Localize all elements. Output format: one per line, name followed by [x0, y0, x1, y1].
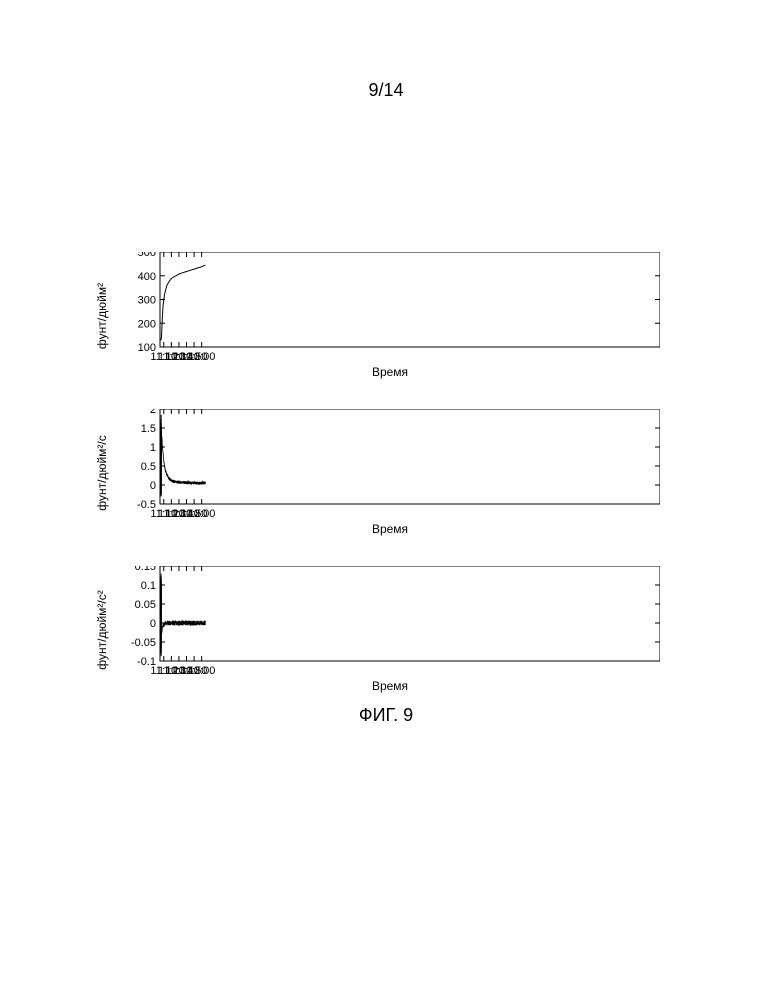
svg-text:-0.05: -0.05 [131, 637, 156, 649]
xlabel-1: Время [120, 365, 660, 379]
svg-text:12:00: 12:00 [188, 351, 216, 363]
svg-text:300: 300 [138, 295, 156, 307]
svg-text:0.15: 0.15 [135, 566, 156, 573]
chart-stack: фунт/дюйм² 10020030040050011:1011:2011:3… [120, 252, 660, 723]
svg-text:2: 2 [150, 409, 156, 416]
svg-text:0.05: 0.05 [135, 599, 156, 611]
chart-pressure: фунт/дюйм² 10020030040050011:1011:2011:3… [120, 252, 660, 379]
page: 9/14 фунт/дюйм² 10020030040050011:1011:2… [0, 0, 772, 999]
svg-text:12:00: 12:00 [188, 508, 216, 520]
svg-text:400: 400 [138, 271, 156, 283]
svg-text:1.5: 1.5 [141, 423, 156, 435]
svg-text:0.1: 0.1 [141, 580, 156, 592]
chart-svg-2: -0.500.511.5211:1011:2011:3011:4011:5012… [120, 409, 660, 520]
svg-text:12:00: 12:00 [188, 665, 216, 677]
svg-text:500: 500 [138, 252, 156, 259]
svg-text:0: 0 [150, 618, 156, 630]
svg-text:0.5: 0.5 [141, 461, 156, 473]
svg-text:200: 200 [138, 318, 156, 330]
figure-caption: ФИГ. 9 [0, 705, 772, 726]
ylabel-3: фунт/дюйм²/с² [95, 590, 109, 669]
chart-svg-1: 10020030040050011:1011:2011:3011:4011:50… [120, 252, 660, 363]
chart-derivative-2: фунт/дюйм²/с² -0.1-0.0500.050.10.1511:10… [120, 566, 660, 693]
ylabel-1: фунт/дюйм² [95, 282, 109, 348]
ylabel-2: фунт/дюйм²/с [95, 435, 109, 510]
page-number: 9/14 [0, 80, 772, 101]
xlabel-2: Время [120, 522, 660, 536]
svg-text:1: 1 [150, 442, 156, 454]
xlabel-3: Время [120, 679, 660, 693]
chart-svg-3: -0.1-0.0500.050.10.1511:1011:2011:3011:4… [120, 566, 660, 677]
chart-derivative-1: фунт/дюйм²/с -0.500.511.5211:1011:2011:3… [120, 409, 660, 536]
svg-text:0: 0 [150, 480, 156, 492]
